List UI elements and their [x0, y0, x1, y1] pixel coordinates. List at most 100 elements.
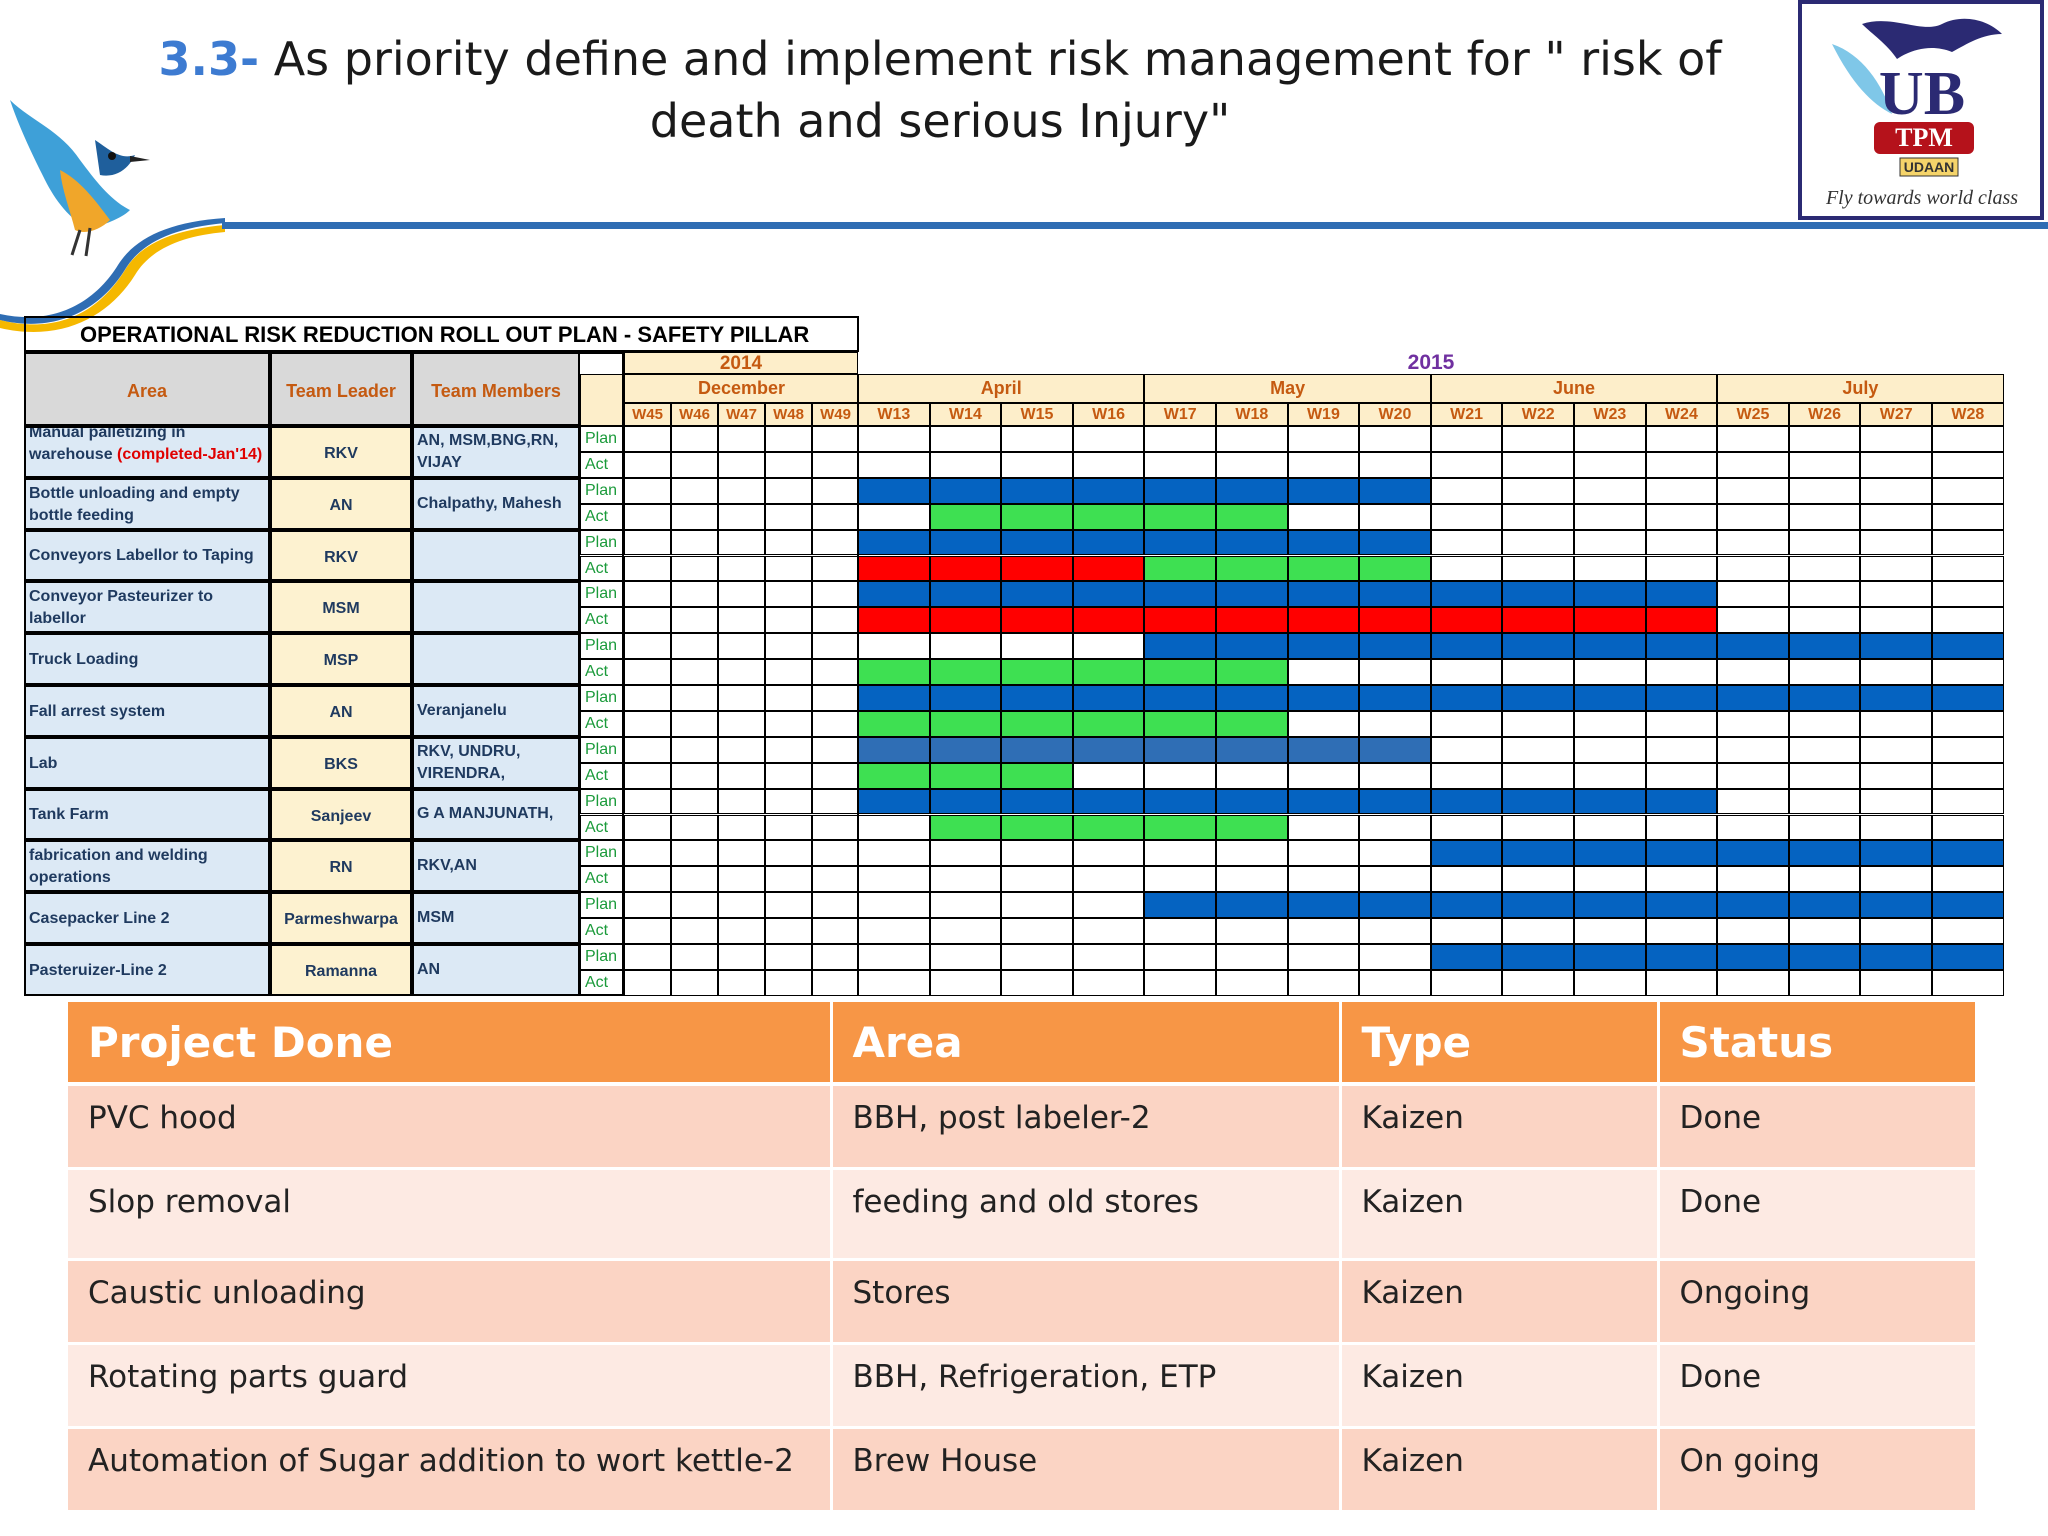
gantt-empty-cell [765, 503, 812, 530]
type-cell: Kaizen [1340, 1427, 1660, 1513]
gantt-empty-cell [1072, 840, 1145, 867]
gantt-empty-cell [858, 892, 930, 919]
area-label: Conveyor Pasteurizer to labellor [29, 588, 214, 628]
gantt-actual-bar-cell [858, 555, 930, 582]
gantt-empty-cell [765, 969, 812, 996]
gantt-empty-cell [624, 892, 671, 919]
gantt-empty-cell [1216, 866, 1288, 893]
gantt-empty-cell [765, 607, 812, 634]
gantt-empty-cell [1645, 555, 1718, 582]
gantt-plan-bar-cell [1430, 788, 1503, 815]
gantt-plan-bar-cell [1932, 840, 2004, 867]
gantt-actual-bar-cell [1144, 555, 1216, 582]
team-members-cell: Veranjanelu [412, 685, 580, 737]
gantt-actual-bar-cell [1287, 555, 1360, 582]
gantt-actual-bar-cell [1001, 503, 1073, 530]
gantt-empty-cell [624, 814, 671, 841]
gantt-empty-cell [812, 788, 859, 815]
gantt-empty-cell [812, 814, 859, 841]
project-cell: Caustic unloading [68, 1259, 833, 1345]
gantt-empty-cell [858, 944, 930, 970]
gantt-empty-cell [671, 736, 718, 763]
gantt-plan-bar-cell [1932, 892, 2004, 919]
gantt-empty-cell [1932, 555, 2004, 582]
plan-label: Plan [580, 685, 624, 711]
week-header: W49 [812, 403, 859, 426]
gantt-actual-bar-cell [1144, 503, 1216, 530]
gantt-empty-cell [624, 503, 671, 530]
gantt-empty-cell [1932, 659, 2004, 685]
gantt-empty-cell [1216, 426, 1288, 452]
gantt-empty-cell [812, 866, 859, 893]
gantt-actual-bar-cell [1144, 710, 1216, 737]
gantt-empty-cell [624, 762, 671, 789]
week-header: W21 [1430, 403, 1503, 426]
act-label: Act [580, 866, 624, 893]
area-cell: Lab [24, 736, 270, 789]
gantt-plan-bar-cell [1216, 581, 1288, 608]
gantt-empty-cell [1502, 736, 1574, 763]
gantt-empty-cell [929, 944, 1002, 970]
gantt-empty-cell [718, 944, 765, 970]
page-title: 3.3- As priority define and implement ri… [120, 28, 1760, 152]
gantt-plan-bar-cell [1001, 788, 1073, 815]
area-cell: BBH, Refrigeration, ETP [831, 1343, 1342, 1429]
gantt-empty-cell [624, 659, 671, 685]
gantt-empty-cell [1645, 659, 1718, 685]
gantt-plan-bar-cell [1717, 892, 1789, 919]
gantt-empty-cell [671, 710, 718, 737]
gantt-empty-cell [671, 607, 718, 634]
gantt-plan-bar-cell [1144, 633, 1216, 660]
gantt-empty-cell [1788, 451, 1861, 478]
area-cell: Bottle unloading and empty bottle feedin… [24, 477, 270, 530]
gantt-empty-cell [671, 685, 718, 711]
type-cell: Kaizen [1340, 1168, 1660, 1261]
gantt-empty-cell [718, 555, 765, 582]
gantt-empty-cell [624, 840, 671, 867]
gantt-empty-cell [812, 892, 859, 919]
week-header: W45 [624, 403, 671, 426]
gantt-empty-cell [671, 918, 718, 944]
plan-label: Plan [580, 944, 624, 970]
gantt-plan-bar-cell [1072, 477, 1145, 504]
gantt-empty-cell [1430, 736, 1503, 763]
gantt-empty-cell [1788, 426, 1861, 452]
gantt-empty-cell [929, 892, 1002, 919]
gantt-plan-bar-cell [1860, 633, 1932, 660]
area-label: Casepacker Line 2 [29, 910, 170, 928]
gantt-plan-bar-cell [858, 529, 930, 556]
gantt-plan-bar-cell [1287, 633, 1360, 660]
gantt-empty-cell [1502, 529, 1574, 556]
gantt-empty-cell [1001, 944, 1073, 970]
gantt-plan-bar-cell [1645, 944, 1718, 970]
gantt-empty-cell [671, 892, 718, 919]
gantt-empty-cell [718, 866, 765, 893]
area-cell: Conveyors Labellor to Taping [24, 529, 270, 582]
title-number: 3.3- [158, 32, 260, 86]
gantt-empty-cell [765, 633, 812, 660]
gantt-empty-cell [929, 969, 1002, 996]
gantt-empty-cell [624, 866, 671, 893]
gantt-empty-cell [929, 840, 1002, 867]
gantt-empty-cell [624, 633, 671, 660]
gantt-actual-bar-cell [1072, 503, 1145, 530]
gantt-plan-bar-cell [1144, 736, 1216, 763]
gantt-empty-cell [1001, 892, 1073, 919]
gantt-empty-cell [812, 969, 859, 996]
gantt-empty-cell [671, 944, 718, 970]
gantt-empty-cell [1144, 866, 1216, 893]
project-cell: Rotating parts guard [68, 1343, 833, 1429]
gantt-empty-cell [1430, 762, 1503, 789]
week-header: W47 [718, 403, 765, 426]
gantt-empty-cell [671, 451, 718, 478]
gantt-empty-cell [1502, 426, 1574, 452]
gantt-empty-cell [812, 451, 859, 478]
gantt-empty-cell [718, 710, 765, 737]
gantt-empty-cell [812, 762, 859, 789]
gantt-empty-cell [1001, 633, 1073, 660]
gantt-empty-cell [1788, 736, 1861, 763]
gantt-plan-bar-cell [1144, 685, 1216, 711]
gantt-empty-cell [1860, 477, 1932, 504]
header-team-members: Team Members [412, 352, 580, 426]
gantt-plan-bar-cell [1359, 633, 1431, 660]
